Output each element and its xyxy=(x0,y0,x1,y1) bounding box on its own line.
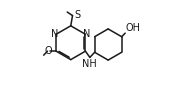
Text: O: O xyxy=(45,46,52,56)
Text: NH: NH xyxy=(82,59,97,69)
Text: S: S xyxy=(74,10,80,20)
Text: N: N xyxy=(83,29,91,39)
Text: OH: OH xyxy=(126,23,141,33)
Text: N: N xyxy=(51,29,58,39)
